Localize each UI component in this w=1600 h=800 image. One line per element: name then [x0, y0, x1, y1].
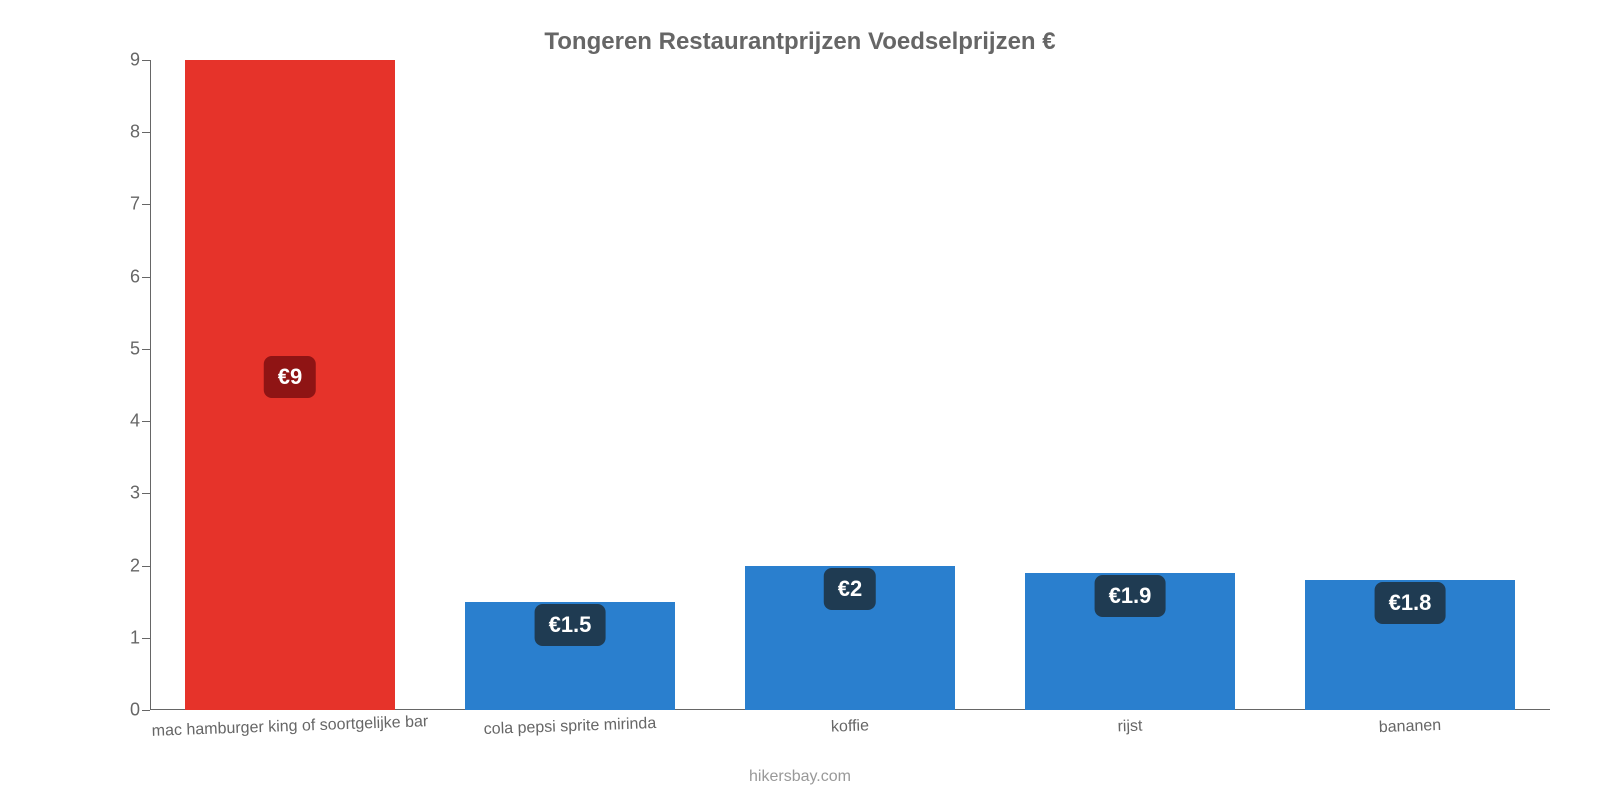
bar: €1.9: [1025, 573, 1235, 710]
y-tick-label: 8: [100, 122, 140, 143]
bar: €2: [745, 566, 955, 710]
value-badge: €1.8: [1375, 582, 1446, 624]
x-axis-label: bananen: [1379, 717, 1442, 737]
credit-text: hikersbay.com: [0, 768, 1600, 786]
y-tick-label: 0: [100, 700, 140, 721]
bars-container: €9 €1.5 €2 €1.9 €1.8: [150, 60, 1550, 710]
y-tick: [142, 277, 150, 278]
bar: €1.5: [465, 602, 675, 710]
y-tick-label: 4: [100, 411, 140, 432]
x-axis-label: cola pepsi sprite mirinda: [483, 715, 656, 739]
y-tick: [142, 566, 150, 567]
y-tick: [142, 60, 150, 61]
x-axis-label: koffie: [831, 717, 870, 736]
y-tick: [142, 421, 150, 422]
value-badge: €9: [264, 356, 316, 398]
y-tick: [142, 710, 150, 711]
value-badge: €1.5: [535, 604, 606, 646]
y-tick-label: 5: [100, 338, 140, 359]
y-tick-label: 7: [100, 194, 140, 215]
bar: €1.8: [1305, 580, 1515, 710]
plot-area: 0123456789 €9€1.5€2€1.9€1.8: [150, 60, 1550, 710]
price-bar-chart: Tongeren Restaurantprijzen Voedselprijze…: [0, 0, 1600, 800]
y-tick-label: 2: [100, 555, 140, 576]
y-tick-label: 3: [100, 483, 140, 504]
y-tick: [142, 493, 150, 494]
y-tick-label: 9: [100, 50, 140, 71]
y-tick: [142, 349, 150, 350]
y-tick: [142, 132, 150, 133]
y-tick-label: 6: [100, 266, 140, 287]
value-badge: €1.9: [1095, 575, 1166, 617]
x-axis-label: mac hamburger king of soortgelijke bar: [151, 713, 428, 741]
x-axis-labels: mac hamburger king of soortgelijke bar co…: [150, 712, 1550, 752]
chart-title: Tongeren Restaurantprijzen Voedselprijze…: [0, 28, 1600, 56]
y-tick: [142, 204, 150, 205]
y-tick: [142, 638, 150, 639]
y-tick-label: 1: [100, 627, 140, 648]
value-badge: €2: [824, 568, 876, 610]
bar: €9: [185, 60, 395, 710]
x-axis-label: rijst: [1117, 718, 1143, 737]
